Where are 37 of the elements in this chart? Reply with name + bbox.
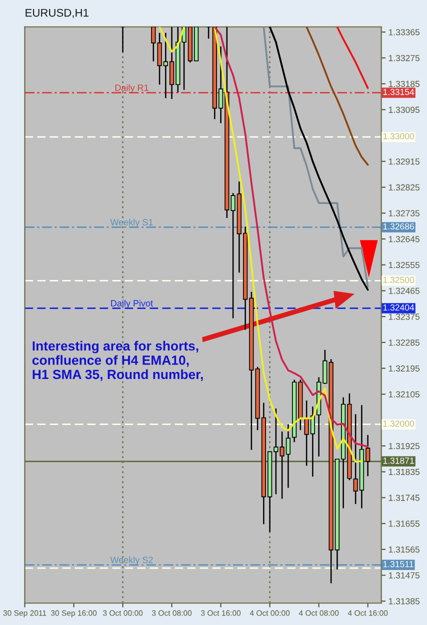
ref-line-label: 1.33000	[383, 133, 414, 140]
y-tick-label: 1.32825	[388, 184, 420, 191]
y-tick-label: 1.31385	[388, 598, 420, 604]
y-tick-label: 1.32645	[388, 236, 420, 242]
ref-line-label: 1.32000	[383, 420, 414, 427]
ref-line-label: 1.32500	[383, 276, 414, 284]
annotation: Daily R1	[115, 84, 148, 93]
line-series	[336, 26, 369, 89]
annotation: Interesting area for shorts, confluence of H4 EMA10, H1 SMA 35, Round number,	[32, 340, 203, 382]
line-series	[306, 26, 369, 166]
y-tick-label: 1.32375	[388, 314, 420, 320]
y-tick-label: 1.33185	[388, 80, 420, 88]
y-tick-label: 1.32195	[388, 365, 420, 372]
y-tick-label: 1.32735	[388, 210, 420, 216]
y-tick-label: 1.32105	[388, 391, 420, 398]
annotation: Daily Pivot	[111, 300, 153, 308]
ref-line-label: 1.31511	[383, 561, 414, 568]
chart-title: EURUSD,H1	[26, 8, 88, 18]
y-tick-label: 1.31745	[388, 494, 420, 501]
ref-line-label: 1.33154	[383, 88, 414, 96]
y-tick-label: 1.31565	[388, 546, 420, 553]
ref-line-label: 1.32404	[383, 304, 414, 311]
y-tick-label: 1.31925	[388, 442, 420, 450]
y-tick-label: 1.33275	[388, 54, 420, 62]
y-tick-label: 1.32915	[388, 158, 420, 165]
y-tick-label: 1.31475	[388, 572, 420, 579]
y-tick-label: 1.32555	[388, 262, 420, 268]
y-tick-label: 1.32285	[388, 340, 420, 346]
y-tick-label: 1.31655	[388, 520, 420, 527]
ref-line-label: 1.31871	[383, 458, 414, 464]
y-tick-label: 1.32465	[388, 288, 420, 294]
annotation: Weekly S1	[110, 218, 153, 228]
y-tick-label: 1.33365	[388, 29, 420, 36]
annotation: Weekly S2	[110, 556, 153, 565]
y-tick-label: 1.33095	[388, 106, 420, 113]
ref-line-label: 1.32686	[383, 223, 414, 230]
y-tick-label: 1.31835	[388, 468, 420, 476]
